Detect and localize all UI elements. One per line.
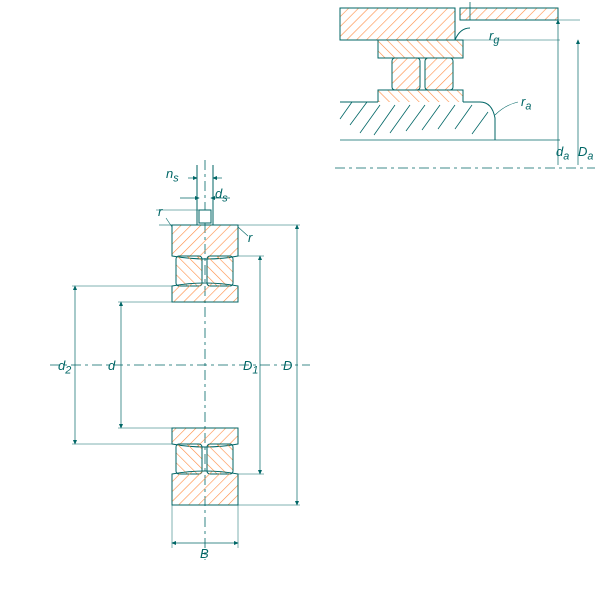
main-cross-section: [50, 160, 310, 560]
label-rg: rg: [489, 28, 499, 47]
label-ra: ra: [521, 94, 531, 113]
label-D: D: [283, 358, 292, 373]
label-B: B: [200, 546, 209, 561]
label-ns: ns: [166, 166, 179, 185]
label-r-right: r: [248, 230, 252, 245]
label-Da: Da: [578, 144, 593, 163]
label-D1: D1: [243, 358, 258, 377]
label-r-top: r: [158, 204, 162, 219]
label-da: da: [556, 144, 569, 163]
label-d: d: [108, 358, 115, 373]
label-ds: ds: [215, 186, 228, 205]
label-d2: d2: [58, 358, 71, 377]
main-drawing: [0, 0, 600, 600]
